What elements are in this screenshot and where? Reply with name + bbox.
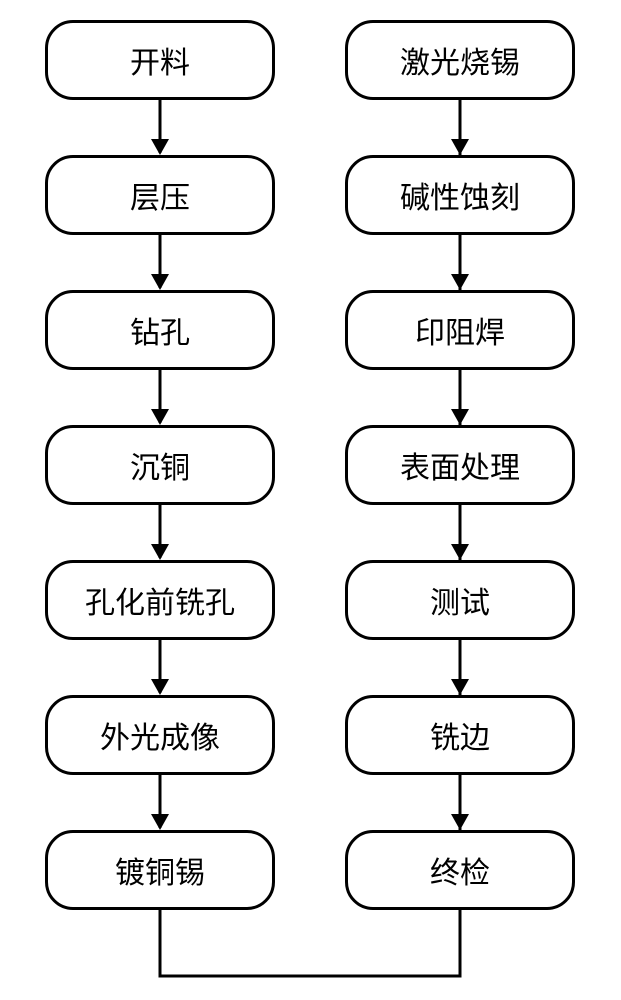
flow-node-label: 激光烧锡 <box>400 38 520 82</box>
flow-node-n12: 测试 <box>345 560 575 640</box>
flow-node-n3: 钻孔 <box>45 290 275 370</box>
flow-node-label: 测试 <box>430 578 490 622</box>
flow-node-n11: 表面处理 <box>345 425 575 505</box>
flow-node-n2: 层压 <box>45 155 275 235</box>
flowchart-canvas: 开料层压钻孔沉铜孔化前铣孔外光成像镀铜锡 激光烧锡碱性蚀刻印阻焊表面处理测试铣边终… <box>0 0 621 1000</box>
flow-node-label: 铣边 <box>430 713 490 757</box>
flow-node-n5: 孔化前铣孔 <box>45 560 275 640</box>
flow-node-n9: 碱性蚀刻 <box>345 155 575 235</box>
flow-node-n6: 外光成像 <box>45 695 275 775</box>
flow-node-n7: 镀铜锡 <box>45 830 275 910</box>
flow-node-label: 终检 <box>430 848 490 892</box>
flow-node-n10: 印阻焊 <box>345 290 575 370</box>
flow-node-n14: 终检 <box>345 830 575 910</box>
flow-node-label: 镀铜锡 <box>115 848 205 892</box>
flow-node-label: 沉铜 <box>130 443 190 487</box>
flow-node-label: 印阻焊 <box>415 308 505 352</box>
flow-node-n13: 铣边 <box>345 695 575 775</box>
flow-node-label: 孔化前铣孔 <box>85 578 235 622</box>
flow-node-n4: 沉铜 <box>45 425 275 505</box>
flow-node-label: 钻孔 <box>130 308 190 352</box>
flow-node-n8: 激光烧锡 <box>345 20 575 100</box>
flow-node-label: 开料 <box>130 38 190 82</box>
flow-node-label: 层压 <box>130 173 190 217</box>
flow-node-label: 碱性蚀刻 <box>400 173 520 217</box>
flow-node-label: 表面处理 <box>400 443 520 487</box>
flow-node-n1: 开料 <box>45 20 275 100</box>
flow-node-label: 外光成像 <box>100 713 220 757</box>
